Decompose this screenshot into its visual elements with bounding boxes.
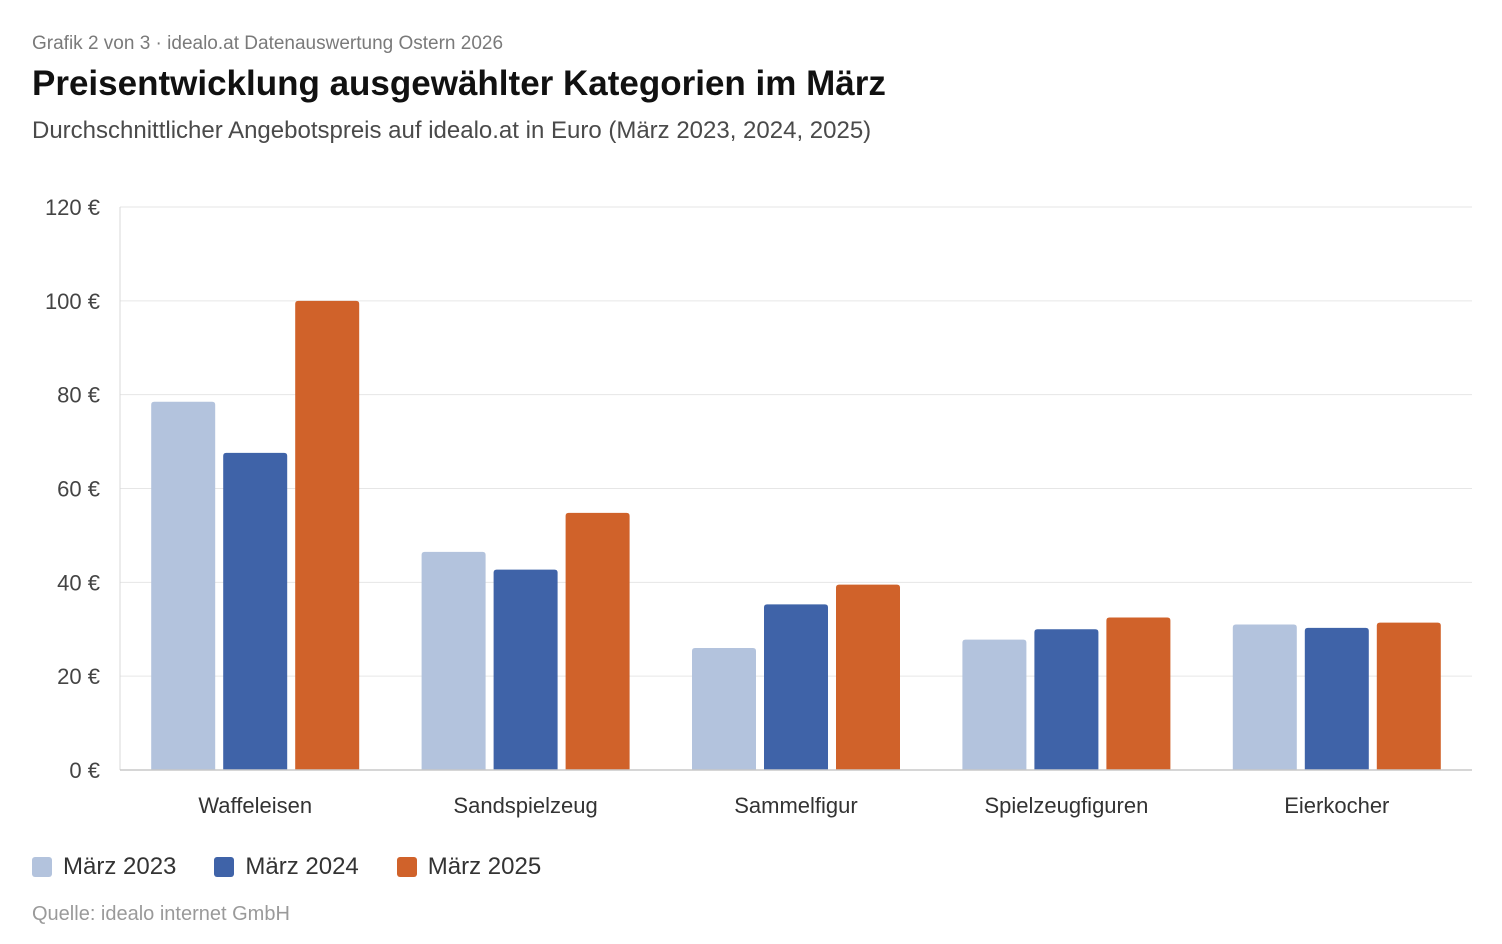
bar-spielzeugfiguren-3[interactable] [1106,617,1171,770]
chart-legend: März 2023 März 2024 März 2025 [32,853,541,881]
y-tick-label: 20 € [57,664,100,689]
chart-source: Quelle: idealo internet GmbH [32,903,290,925]
bar-sandspielzeug-3[interactable] [565,512,630,770]
x-category-label: Sammelfigur [734,793,857,818]
legend-swatch-2025 [396,857,417,877]
bar-sammelfigur-2[interactable] [764,604,828,770]
bar-waffeleisen-3[interactable] [295,300,360,770]
x-category-label: Waffeleisen [198,793,312,818]
legend-label-2024: März 2024 [245,853,359,880]
y-tick-label: 80 € [57,383,100,408]
legend-swatch-2024 [214,857,235,877]
bar-spielzeugfiguren-2[interactable] [1034,629,1099,770]
legend-item-2025[interactable]: März 2025 [396,853,542,881]
bar-sammelfigur-1[interactable] [692,648,756,770]
legend-item-2024[interactable]: März 2024 [214,853,359,881]
y-tick-label: 120 € [45,195,100,220]
x-category-label: Sandspielzeug [453,793,597,818]
y-tick-label: 0 € [69,758,100,783]
legend-label-2023: März 2023 [63,853,177,880]
legend-label-2025: März 2025 [427,853,542,880]
legend-item-2023[interactable]: März 2023 [32,853,176,881]
bar-waffeleisen-1[interactable] [151,401,216,770]
chart-title: Preisentwicklung ausgewählter Kategorien… [32,64,886,103]
chart-subtitle: Durchschnittlicher Angebotspreis auf ide… [32,117,872,144]
bar-waffeleisen-2[interactable] [223,452,288,770]
y-tick-label: 100 € [45,289,100,314]
y-tick-label: 40 € [57,570,100,595]
bar-sandspielzeug-2[interactable] [493,569,558,770]
bar-eierkocher-1[interactable] [1232,624,1297,770]
bar-sammelfigur-3[interactable] [836,584,900,770]
bar-spielzeugfiguren-1[interactable] [962,639,1027,770]
y-tick-label: 60 € [57,477,100,502]
chart-kicker: Grafik 2 von 3 · idealo.at Datenauswertu… [32,33,504,54]
bar-eierkocher-2[interactable] [1304,627,1369,770]
x-category-label: Spielzeugfiguren [984,793,1148,818]
legend-swatch-2023 [32,857,52,877]
bar-eierkocher-3[interactable] [1376,622,1441,770]
x-category-label: Eierkocher [1284,793,1389,818]
bar-sandspielzeug-1[interactable] [421,551,486,770]
